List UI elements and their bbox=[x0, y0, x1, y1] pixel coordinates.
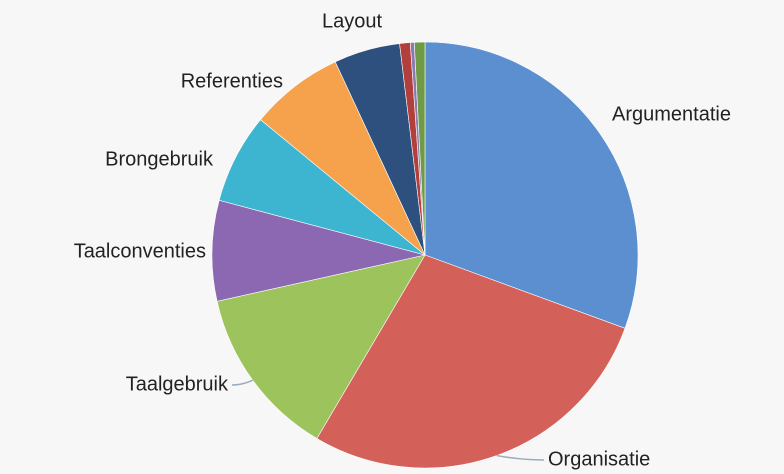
pie-slice bbox=[216, 254, 426, 439]
pie-slice bbox=[211, 199, 426, 302]
slice-label: Organisatie bbox=[548, 448, 650, 470]
pie-slice bbox=[413, 41, 426, 256]
leader-line bbox=[496, 454, 545, 461]
slice-label: Layout bbox=[322, 10, 382, 32]
slice-label: Taalgebruik bbox=[126, 373, 229, 395]
slice-label: Referenties bbox=[181, 70, 283, 92]
slice-label: Taalconventies bbox=[74, 240, 206, 262]
leader-line bbox=[231, 379, 254, 386]
pie-slice bbox=[424, 41, 639, 329]
slice-label: Argumentatie bbox=[612, 103, 731, 125]
slice-label: Brongebruik bbox=[105, 148, 214, 170]
